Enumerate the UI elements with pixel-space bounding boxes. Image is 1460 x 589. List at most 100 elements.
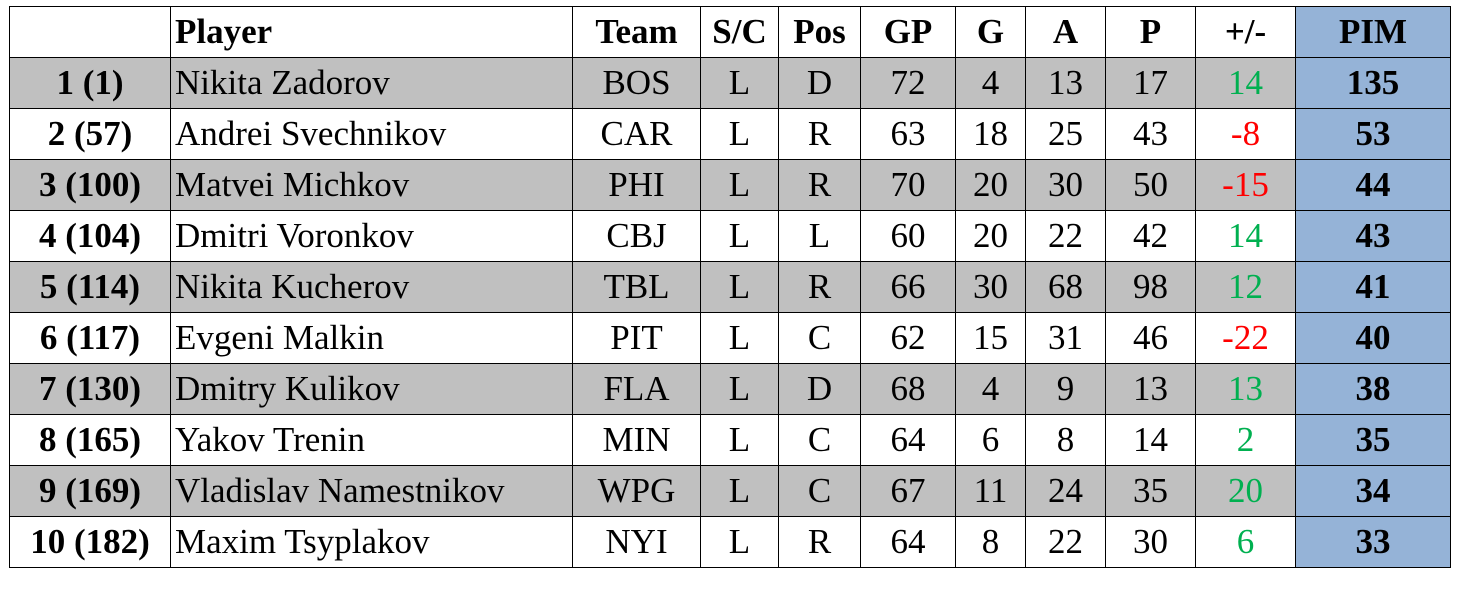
cell: L xyxy=(700,414,779,466)
cell: 35 xyxy=(1295,414,1451,466)
table-row: 10 (182) Maxim Tsyplakov NYI L R 64 8 22 30 6 33 xyxy=(9,516,1451,568)
cell: 30 xyxy=(1025,159,1106,211)
cell: 13 xyxy=(1195,363,1296,415)
cell: R xyxy=(778,516,861,568)
cell: -22 xyxy=(1195,312,1296,364)
cell: 6 xyxy=(955,414,1026,466)
cell: 43 xyxy=(1105,108,1196,160)
cell: 66 xyxy=(860,261,956,313)
cell: 33 xyxy=(1295,516,1451,568)
header-cell: S/C xyxy=(700,6,779,58)
cell: C xyxy=(778,414,861,466)
header-cell: Team xyxy=(572,6,701,58)
cell: Evgeni Malkin xyxy=(170,312,573,364)
cell: Nikita Kucherov xyxy=(170,261,573,313)
cell: 9 (169) xyxy=(9,465,171,517)
cell: 46 xyxy=(1105,312,1196,364)
cell: 64 xyxy=(860,414,956,466)
cell: -8 xyxy=(1195,108,1296,160)
cell: 18 xyxy=(955,108,1026,160)
cell: 2 xyxy=(1195,414,1296,466)
cell: 14 xyxy=(1195,57,1296,109)
table-row: 4 (104) Dmitri Voronkov CBJ L L 60 20 22 42 14 43 xyxy=(9,210,1451,262)
cell: 8 (165) xyxy=(9,414,171,466)
cell: MIN xyxy=(572,414,701,466)
cell: Maxim Tsyplakov xyxy=(170,516,573,568)
header-cell: Player xyxy=(170,6,573,58)
cell: L xyxy=(700,57,779,109)
cell: 22 xyxy=(1025,516,1106,568)
cell: L xyxy=(700,516,779,568)
cell: L xyxy=(700,465,779,517)
cell: 20 xyxy=(1195,465,1296,517)
cell: 60 xyxy=(860,210,956,262)
header-cell: +/- xyxy=(1195,6,1296,58)
cell: 20 xyxy=(955,210,1026,262)
cell: 30 xyxy=(1105,516,1196,568)
cell: 14 xyxy=(1195,210,1296,262)
cell: 20 xyxy=(955,159,1026,211)
cell: 14 xyxy=(1105,414,1196,466)
cell: 135 xyxy=(1295,57,1451,109)
cell: 4 xyxy=(955,57,1026,109)
cell: PIT xyxy=(572,312,701,364)
table-row: 5 (114) Nikita Kucherov TBL L R 66 30 68 98 12 41 xyxy=(9,261,1451,313)
header-cell: PIM xyxy=(1295,6,1451,58)
cell: 41 xyxy=(1295,261,1451,313)
cell: 9 xyxy=(1025,363,1106,415)
cell: 43 xyxy=(1295,210,1451,262)
cell: 4 (104) xyxy=(9,210,171,262)
header-row: Player Team S/C Pos GP G A P +/- PIM xyxy=(9,6,1451,58)
cell: 38 xyxy=(1295,363,1451,415)
cell: Nikita Zadorov xyxy=(170,57,573,109)
cell: R xyxy=(778,261,861,313)
cell: R xyxy=(778,108,861,160)
cell: 30 xyxy=(955,261,1026,313)
cell: NYI xyxy=(572,516,701,568)
cell: 62 xyxy=(860,312,956,364)
cell: 6 xyxy=(1195,516,1296,568)
table-row: 1 (1) Nikita Zadorov BOS L D 72 4 13 17 14 135 xyxy=(9,57,1451,109)
header-cell: Pos xyxy=(778,6,861,58)
cell: 12 xyxy=(1195,261,1296,313)
cell: 44 xyxy=(1295,159,1451,211)
header-cell: G xyxy=(955,6,1026,58)
cell: 63 xyxy=(860,108,956,160)
cell: 15 xyxy=(955,312,1026,364)
cell: -15 xyxy=(1195,159,1296,211)
cell: D xyxy=(778,363,861,415)
cell: 8 xyxy=(955,516,1026,568)
cell: 4 xyxy=(955,363,1026,415)
cell: Dmitri Voronkov xyxy=(170,210,573,262)
cell: Andrei Svechnikov xyxy=(170,108,573,160)
stats-table: Player Team S/C Pos GP G A P +/- PIM 1 (1) Nikita … xyxy=(9,6,1451,568)
table-body: 1 (1) Nikita Zadorov BOS L D 72 4 13 17 14 135 2 (5… xyxy=(9,57,1451,568)
cell: 7 (130) xyxy=(9,363,171,415)
cell: L xyxy=(700,363,779,415)
cell: L xyxy=(700,261,779,313)
table-row: 9 (169) Vladislav Namestnikov WPG L C 67 11 24 3… xyxy=(9,465,1451,517)
cell: L xyxy=(778,210,861,262)
table-row: 7 (130) Dmitry Kulikov FLA L D 68 4 9 13 13 38 xyxy=(9,363,1451,415)
cell: 11 xyxy=(955,465,1026,517)
table-row: 8 (165) Yakov Trenin MIN L C 64 6 8 14 2 35 xyxy=(9,414,1451,466)
cell: 70 xyxy=(860,159,956,211)
header-cell: GP xyxy=(860,6,956,58)
cell: 68 xyxy=(860,363,956,415)
cell: 3 (100) xyxy=(9,159,171,211)
header-cell: P xyxy=(1105,6,1196,58)
cell: 98 xyxy=(1105,261,1196,313)
cell: Matvei Michkov xyxy=(170,159,573,211)
cell: 6 (117) xyxy=(9,312,171,364)
cell: 40 xyxy=(1295,312,1451,364)
cell: D xyxy=(778,57,861,109)
cell: FLA xyxy=(572,363,701,415)
cell: 64 xyxy=(860,516,956,568)
cell: 13 xyxy=(1105,363,1196,415)
cell: 17 xyxy=(1105,57,1196,109)
cell: 50 xyxy=(1105,159,1196,211)
cell: 25 xyxy=(1025,108,1106,160)
cell: 22 xyxy=(1025,210,1106,262)
cell: L xyxy=(700,108,779,160)
cell: Vladislav Namestnikov xyxy=(170,465,573,517)
